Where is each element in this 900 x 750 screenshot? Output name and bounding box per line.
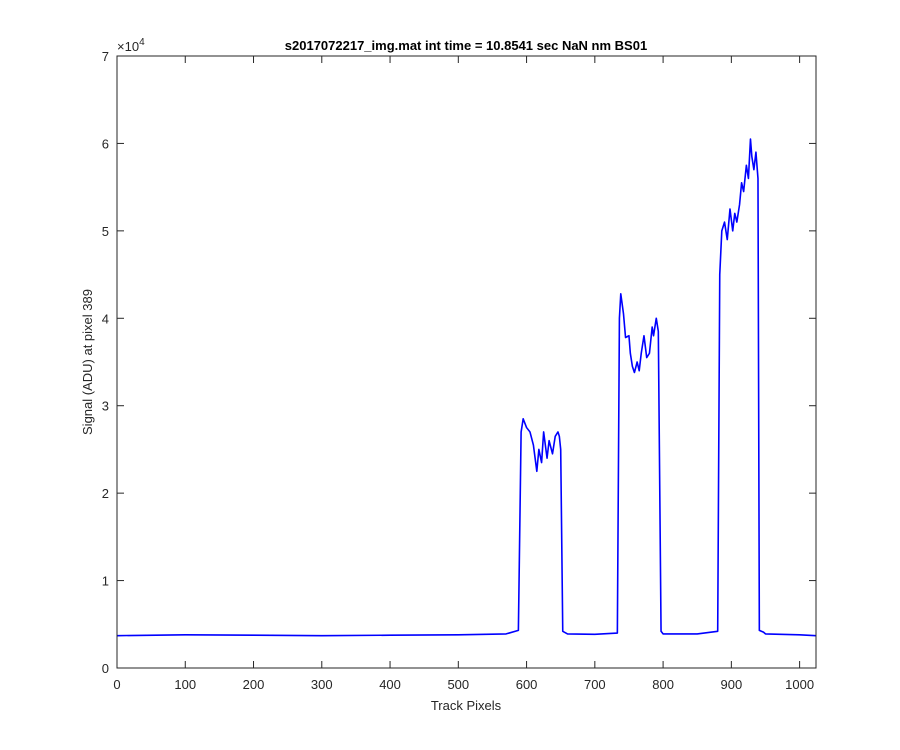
plot-area: [117, 56, 816, 668]
y-tick-label: 1: [102, 574, 109, 589]
y-tick-label: 5: [102, 224, 109, 239]
plot-frame: [116, 55, 817, 669]
x-tick-label: 300: [311, 677, 333, 692]
y-exponent-base: ×10: [117, 39, 139, 54]
y-tick-label: 0: [102, 661, 109, 676]
y-tick-label: 3: [102, 399, 109, 414]
x-tick-label: 900: [721, 677, 743, 692]
x-tick-label: 800: [652, 677, 674, 692]
x-tick-label: 200: [243, 677, 265, 692]
y-tick-label: 4: [102, 311, 109, 326]
x-tick-label: 700: [584, 677, 606, 692]
y-tick-label: 6: [102, 136, 109, 151]
x-tick-label: 500: [447, 677, 469, 692]
y-exponent-power: 4: [139, 37, 145, 48]
y-axis-exponent: ×104: [117, 37, 145, 54]
series-line-0: [116, 138, 817, 637]
x-tick-label: 100: [174, 677, 196, 692]
x-tick-label: 1000: [785, 677, 814, 692]
y-tick-label: 7: [102, 49, 109, 64]
x-tick-label: 0: [113, 677, 120, 692]
x-axis: 0 100 200 300 400 500 600 700 800 900 1000: [113, 56, 814, 692]
chart-title: s2017072217_img.mat int time = 10.8541 s…: [285, 38, 647, 53]
y-axis-label: Signal (ADU) at pixel 389: [80, 289, 95, 435]
data-marks: [116, 138, 817, 637]
y-tick-label: 2: [102, 486, 109, 501]
y-axis: 0 1 2 3 4 5 6 7: [102, 49, 816, 676]
x-axis-label: Track Pixels: [431, 698, 502, 713]
x-tick-label: 600: [516, 677, 538, 692]
x-tick-label: 400: [379, 677, 401, 692]
